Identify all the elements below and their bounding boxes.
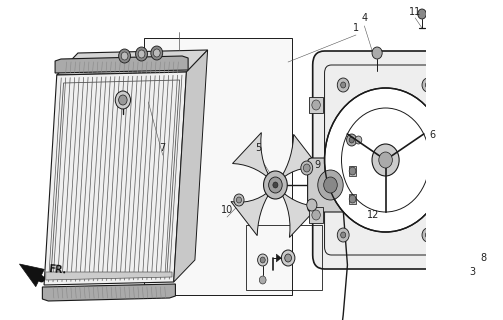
Circle shape: [303, 164, 310, 172]
Polygon shape: [231, 193, 269, 236]
Circle shape: [349, 195, 356, 203]
Text: 9: 9: [315, 160, 321, 170]
Polygon shape: [282, 193, 318, 237]
Circle shape: [121, 52, 128, 60]
Circle shape: [355, 136, 362, 144]
Circle shape: [418, 9, 426, 19]
Polygon shape: [276, 254, 281, 262]
Circle shape: [341, 82, 346, 88]
Circle shape: [341, 232, 346, 238]
Circle shape: [273, 182, 278, 188]
Polygon shape: [309, 97, 323, 113]
Circle shape: [258, 254, 268, 266]
Circle shape: [447, 237, 452, 243]
Text: 1: 1: [353, 23, 359, 33]
Circle shape: [324, 177, 338, 193]
Text: 10: 10: [221, 205, 233, 215]
Text: 6: 6: [429, 130, 435, 140]
Circle shape: [443, 233, 455, 247]
Circle shape: [119, 95, 127, 105]
Circle shape: [312, 210, 320, 220]
Circle shape: [347, 134, 357, 146]
Circle shape: [136, 47, 147, 61]
Circle shape: [151, 46, 162, 60]
Circle shape: [264, 171, 287, 199]
Text: 7: 7: [159, 143, 166, 153]
Polygon shape: [57, 50, 208, 75]
Polygon shape: [349, 194, 356, 204]
FancyBboxPatch shape: [308, 158, 354, 212]
Polygon shape: [282, 134, 320, 178]
Polygon shape: [46, 272, 172, 280]
Text: FR.: FR.: [47, 264, 66, 276]
Circle shape: [338, 228, 349, 242]
Text: 4: 4: [361, 13, 368, 23]
FancyBboxPatch shape: [313, 51, 458, 269]
Polygon shape: [42, 284, 176, 301]
Polygon shape: [232, 132, 269, 177]
Circle shape: [379, 152, 392, 168]
Circle shape: [312, 100, 320, 110]
Circle shape: [426, 82, 431, 88]
Circle shape: [234, 194, 244, 206]
Circle shape: [372, 144, 399, 176]
Text: 3: 3: [470, 267, 476, 277]
Circle shape: [307, 199, 317, 211]
Circle shape: [349, 167, 356, 175]
Circle shape: [138, 50, 145, 58]
Circle shape: [285, 254, 292, 262]
Polygon shape: [174, 50, 208, 282]
Circle shape: [338, 78, 349, 92]
Polygon shape: [55, 56, 188, 73]
Text: 8: 8: [480, 253, 486, 263]
Circle shape: [318, 170, 343, 200]
Polygon shape: [144, 38, 292, 295]
Circle shape: [260, 257, 265, 263]
Polygon shape: [349, 166, 356, 176]
Circle shape: [422, 228, 434, 242]
Polygon shape: [44, 72, 187, 285]
Text: 12: 12: [367, 210, 379, 220]
Text: 5: 5: [256, 143, 262, 153]
Circle shape: [372, 47, 382, 59]
Polygon shape: [309, 207, 323, 223]
Circle shape: [269, 177, 282, 193]
Circle shape: [324, 88, 447, 232]
Text: 11: 11: [409, 7, 422, 17]
Circle shape: [115, 91, 130, 109]
Circle shape: [281, 250, 295, 266]
Circle shape: [119, 49, 130, 63]
Polygon shape: [20, 264, 44, 287]
Circle shape: [260, 276, 266, 284]
Circle shape: [153, 49, 160, 57]
Circle shape: [301, 161, 313, 175]
Circle shape: [422, 78, 434, 92]
Circle shape: [426, 232, 431, 238]
Circle shape: [236, 197, 241, 203]
Circle shape: [349, 137, 354, 143]
